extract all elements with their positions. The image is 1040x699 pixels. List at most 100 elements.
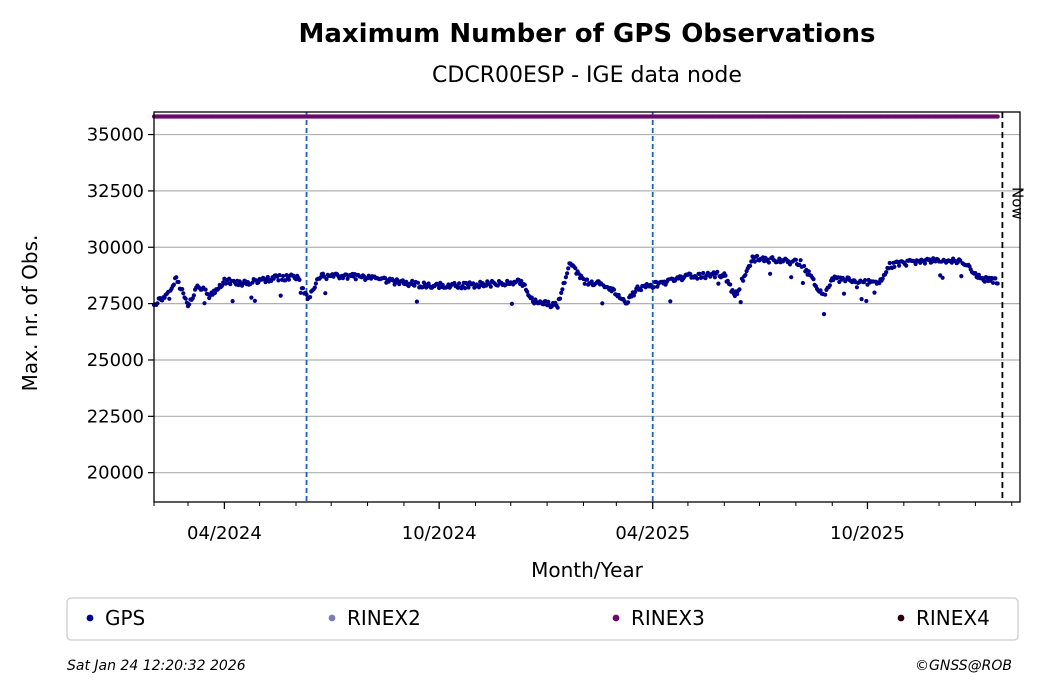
y-tick-label: 30000 bbox=[87, 237, 144, 258]
data-point bbox=[298, 290, 303, 295]
x-tick-label: 04/2024 bbox=[187, 523, 262, 544]
data-point bbox=[789, 275, 794, 280]
data-point bbox=[181, 291, 186, 296]
data-point bbox=[741, 278, 746, 283]
data-point bbox=[276, 278, 281, 283]
data-point bbox=[249, 295, 254, 300]
data-point bbox=[484, 283, 489, 288]
x-tick-label: 10/2024 bbox=[402, 523, 477, 544]
legend-marker bbox=[612, 614, 620, 622]
legend-label: GPS bbox=[105, 606, 145, 630]
data-point bbox=[187, 302, 192, 307]
legend-marker bbox=[86, 614, 94, 622]
data-point bbox=[768, 271, 773, 276]
data-point bbox=[203, 287, 208, 292]
data-point bbox=[766, 260, 772, 265]
data-point bbox=[171, 282, 176, 287]
data-point bbox=[755, 253, 760, 259]
data-point bbox=[462, 286, 468, 291]
data-point bbox=[802, 263, 807, 269]
data-point bbox=[633, 289, 638, 295]
data-point bbox=[616, 292, 621, 298]
data-point bbox=[854, 285, 860, 290]
x-axis-label: Month/Year bbox=[531, 558, 644, 582]
data-point bbox=[415, 280, 421, 285]
data-point bbox=[831, 277, 836, 282]
data-point bbox=[582, 281, 587, 286]
data-point bbox=[884, 270, 889, 275]
data-point bbox=[631, 293, 637, 298]
data-point bbox=[887, 260, 892, 266]
data-point bbox=[995, 114, 1000, 119]
data-point bbox=[793, 257, 799, 262]
data-point bbox=[271, 276, 276, 281]
data-point bbox=[735, 291, 740, 297]
data-point bbox=[519, 278, 524, 284]
data-point bbox=[738, 300, 743, 305]
footer-timestamp: Sat Jan 24 12:20:32 2026 bbox=[67, 658, 246, 674]
data-point bbox=[281, 273, 286, 279]
data-point bbox=[220, 283, 225, 288]
data-point bbox=[806, 269, 811, 274]
data-point bbox=[466, 285, 471, 290]
data-point bbox=[995, 281, 1000, 286]
data-point bbox=[278, 293, 283, 298]
data-point bbox=[555, 305, 560, 310]
legend-marker bbox=[328, 614, 336, 622]
data-point bbox=[562, 280, 567, 285]
data-point bbox=[800, 280, 806, 286]
legend-label: RINEX3 bbox=[631, 606, 705, 630]
data-point bbox=[798, 258, 803, 263]
data-point bbox=[155, 301, 160, 306]
data-point bbox=[318, 275, 323, 280]
data-point bbox=[716, 281, 721, 286]
data-point bbox=[323, 291, 328, 296]
x-axis: 04/2024 10/2024 04/2025 10/2025 bbox=[153, 502, 1013, 544]
data-point bbox=[725, 278, 730, 283]
data-point bbox=[600, 301, 605, 306]
data-point bbox=[286, 277, 291, 282]
data-point bbox=[191, 293, 196, 298]
chart-subtitle: CDCR00ESP - IGE data node bbox=[432, 63, 742, 88]
data-point bbox=[557, 296, 563, 301]
data-point bbox=[230, 299, 235, 304]
y-tick-label: 32500 bbox=[87, 181, 144, 202]
data-point bbox=[283, 278, 288, 283]
series-rinex3 bbox=[151, 114, 1000, 119]
data-point bbox=[563, 275, 569, 280]
data-point bbox=[420, 285, 425, 290]
y-axis-label: Max. nr. of Obs. bbox=[18, 235, 42, 392]
data-point bbox=[471, 281, 476, 286]
data-point bbox=[308, 295, 313, 300]
data-point bbox=[584, 277, 590, 282]
data-point bbox=[712, 275, 718, 280]
data-point bbox=[250, 280, 255, 285]
footer-copyright: ©GNSS@ROB bbox=[915, 658, 1012, 674]
data-point bbox=[212, 290, 218, 295]
data-point bbox=[400, 278, 405, 283]
series-gps bbox=[151, 253, 1000, 317]
data-point bbox=[697, 271, 702, 276]
data-point bbox=[300, 286, 306, 291]
data-point bbox=[566, 266, 571, 271]
data-point bbox=[728, 282, 733, 287]
data-point bbox=[304, 292, 309, 297]
data-point bbox=[668, 299, 673, 304]
y-tick-label: 22500 bbox=[87, 406, 144, 427]
data-point bbox=[730, 288, 735, 293]
data-point bbox=[982, 279, 987, 284]
data-point bbox=[312, 285, 317, 290]
data-point bbox=[823, 292, 828, 297]
data-point bbox=[589, 279, 594, 284]
data-point bbox=[859, 297, 864, 302]
data-point bbox=[892, 264, 897, 269]
data-point bbox=[265, 274, 270, 280]
data-point bbox=[872, 290, 877, 295]
data-point bbox=[959, 274, 964, 279]
data-point bbox=[993, 276, 998, 281]
legend-label: RINEX4 bbox=[916, 606, 990, 630]
data-point bbox=[176, 279, 181, 285]
data-point bbox=[252, 298, 257, 303]
y-tick-label: 27500 bbox=[87, 294, 144, 315]
data-point bbox=[529, 295, 534, 300]
